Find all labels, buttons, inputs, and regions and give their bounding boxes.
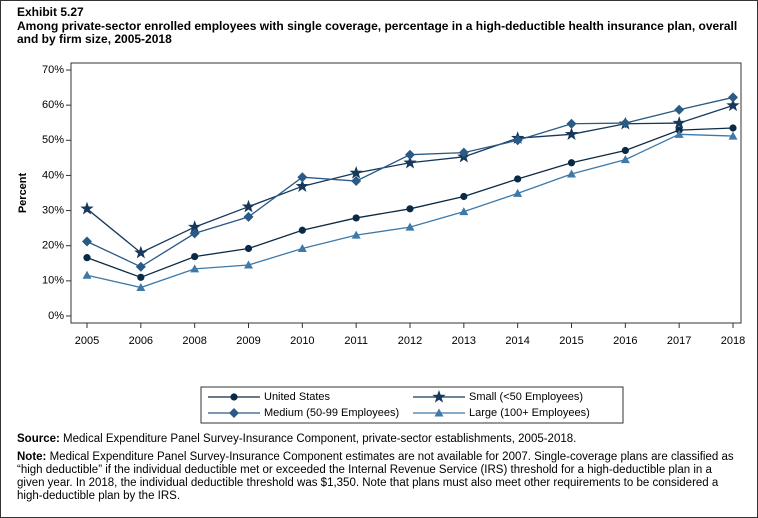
x-tick-label: 2010 bbox=[290, 335, 314, 347]
x-tick-label: 2013 bbox=[452, 335, 476, 347]
exhibit-label: Exhibit 5.27 bbox=[17, 5, 84, 19]
data-point bbox=[188, 220, 202, 233]
legend-marker bbox=[432, 390, 446, 403]
data-point bbox=[621, 146, 629, 155]
y-tick-label: 60% bbox=[42, 99, 64, 111]
data-point bbox=[297, 244, 307, 253]
data-point bbox=[241, 199, 256, 213]
data-point bbox=[459, 207, 469, 216]
x-tick-label: 2012 bbox=[398, 335, 422, 347]
data-point bbox=[351, 230, 361, 239]
data-point bbox=[297, 172, 308, 183]
data-point bbox=[295, 179, 309, 192]
y-tick-label: 10% bbox=[42, 275, 64, 287]
legend-marker bbox=[434, 408, 444, 417]
legend-label: Medium (50-99 Employees) bbox=[264, 407, 399, 419]
data-point bbox=[405, 149, 415, 160]
y-axis-label: Percent bbox=[17, 172, 29, 213]
data-point bbox=[728, 131, 738, 140]
data-point bbox=[82, 236, 92, 247]
data-point bbox=[728, 92, 738, 103]
data-point bbox=[512, 135, 523, 146]
data-point bbox=[351, 176, 362, 187]
data-point bbox=[620, 118, 631, 129]
legend-label: United States bbox=[264, 391, 331, 403]
data-point bbox=[567, 159, 576, 167]
data-point bbox=[136, 283, 146, 292]
data-point bbox=[137, 273, 145, 281]
data-point bbox=[620, 155, 630, 164]
data-point bbox=[729, 124, 737, 132]
x-tick-label: 2008 bbox=[182, 335, 206, 347]
data-point bbox=[244, 260, 253, 269]
data-point bbox=[514, 175, 522, 183]
legend-marker bbox=[229, 408, 239, 418]
data-point bbox=[405, 222, 415, 231]
data-point bbox=[134, 245, 148, 259]
source-label: Source: bbox=[17, 433, 60, 445]
data-point bbox=[349, 165, 363, 179]
data-point bbox=[674, 104, 685, 115]
data-point bbox=[80, 201, 94, 215]
data-point bbox=[82, 270, 92, 279]
data-point bbox=[460, 192, 468, 201]
x-tick-label: 2009 bbox=[236, 335, 260, 347]
data-point bbox=[458, 147, 469, 158]
y-tick-label: 40% bbox=[42, 169, 64, 181]
data-point bbox=[190, 264, 200, 273]
series-line bbox=[86, 104, 734, 254]
data-point bbox=[403, 155, 417, 169]
data-point bbox=[566, 118, 577, 129]
data-point bbox=[298, 226, 306, 234]
data-point bbox=[243, 211, 254, 222]
source: Source: Medical Expenditure Panel Survey… bbox=[17, 433, 742, 446]
y-tick-label: 0% bbox=[48, 310, 64, 322]
note-text: Medical Expenditure Panel Survey-Insuran… bbox=[17, 451, 734, 502]
data-point bbox=[244, 244, 253, 253]
x-tick-label: 2005 bbox=[75, 335, 99, 347]
data-point bbox=[189, 228, 200, 239]
chart-title: Among private-sector enrolled employees … bbox=[17, 19, 738, 46]
legend-frame bbox=[200, 386, 624, 424]
y-tick-label: 50% bbox=[42, 134, 64, 146]
data-point bbox=[672, 116, 686, 129]
x-tick-label: 2006 bbox=[129, 335, 153, 347]
data-point bbox=[352, 214, 360, 222]
x-tick-label: 2016 bbox=[613, 335, 637, 347]
x-tick-label: 2014 bbox=[505, 335, 529, 347]
y-tick-label: 70% bbox=[42, 64, 64, 76]
legend-label: Small (<50 Employees) bbox=[469, 391, 583, 403]
series-line bbox=[86, 96, 734, 268]
x-tick-label: 2011 bbox=[344, 335, 368, 347]
x-tick-label: 2017 bbox=[667, 335, 691, 347]
data-point bbox=[567, 169, 576, 178]
data-point bbox=[135, 261, 146, 272]
y-tick-label: 20% bbox=[42, 240, 64, 252]
legend-label: Large (100+ Employees) bbox=[469, 407, 590, 419]
data-point bbox=[564, 127, 579, 140]
source-text: Medical Expenditure Panel Survey-Insuran… bbox=[63, 433, 577, 445]
note: Note: Medical Expenditure Panel Survey-I… bbox=[17, 451, 742, 503]
x-tick-label: 2018 bbox=[721, 335, 745, 347]
y-tick-label: 30% bbox=[42, 204, 64, 216]
note-label: Note: bbox=[17, 451, 47, 463]
data-point bbox=[674, 129, 684, 138]
legend-marker bbox=[230, 393, 238, 401]
x-tick-label: 2015 bbox=[559, 335, 583, 347]
data-point bbox=[513, 188, 523, 197]
data-point bbox=[83, 254, 91, 262]
data-point bbox=[726, 98, 740, 112]
plot-frame bbox=[70, 62, 742, 324]
data-point bbox=[406, 205, 414, 213]
data-point bbox=[191, 252, 199, 261]
